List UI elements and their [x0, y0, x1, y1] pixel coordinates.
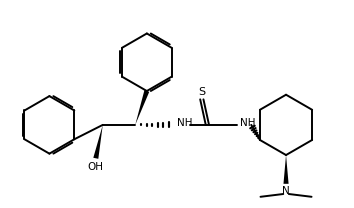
Text: NH: NH — [177, 118, 193, 128]
Text: N: N — [282, 186, 290, 196]
Polygon shape — [93, 125, 103, 159]
Polygon shape — [135, 90, 149, 125]
Text: OH: OH — [87, 162, 103, 172]
Text: S: S — [198, 87, 205, 97]
Text: NH: NH — [240, 118, 255, 128]
Polygon shape — [284, 155, 289, 184]
